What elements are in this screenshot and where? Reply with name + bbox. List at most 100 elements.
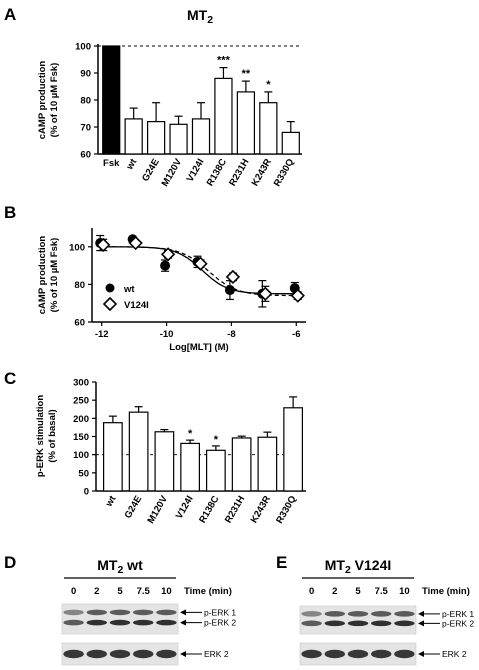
blot-e-band <box>370 620 392 627</box>
chart-b-legend-label-wt: wt <box>123 284 135 295</box>
chart-c-bar <box>128 411 149 492</box>
blot-d-band <box>63 609 84 616</box>
chart-c-y-tick-label: 100 <box>73 450 89 461</box>
chart-b-point-v124i <box>160 247 176 262</box>
chart-b-y-tick-label: 100 <box>69 242 85 253</box>
blot-e-arrowhead <box>418 610 424 617</box>
chart-a-y-tick-label: 70 <box>80 123 91 134</box>
chart-a-ylabel: cAMP production (% of 10 µM Fsk) <box>37 61 60 140</box>
chart-c-y-tick-label: 150 <box>73 432 89 443</box>
chart-a-significance: * <box>266 79 271 91</box>
blot-d-time-label: 7.5 <box>137 586 151 597</box>
blot-e-band <box>301 649 322 659</box>
chart-b-x-tick-label: -8 <box>227 329 235 340</box>
chart-c-bar <box>283 407 303 492</box>
chart-b-legend-marker-wt <box>105 283 115 293</box>
chart-c-x-tick-label: V124I <box>174 494 196 521</box>
chart-a-x-tick-label: G24E <box>140 157 162 184</box>
chart-b-y-tick-label: 60 <box>74 318 85 329</box>
chart-a-bar <box>259 102 278 155</box>
chart-a-bar <box>214 77 233 155</box>
blot-d-band <box>132 649 154 659</box>
chart-c-ylabel: p-ERK stimulation (% of basal) <box>35 395 58 478</box>
blot-d-band <box>132 609 154 616</box>
chart-a-y-tick-label: 100 <box>75 42 91 53</box>
blot-d-arrowhead <box>180 619 186 626</box>
blot-d-band <box>63 649 84 659</box>
blot-e-time-label: 2 <box>332 586 337 597</box>
blot-e-band-label: p-ERK 1 <box>442 609 474 619</box>
blot-e-time-label: 0 <box>309 586 314 597</box>
chart-c-y-tick-label: 0 <box>84 487 89 498</box>
blot-d-time-label: 2 <box>94 586 99 597</box>
blot-e-time-axis-label: Time (min) <box>422 586 470 597</box>
blot-d-band <box>156 649 177 659</box>
panel-letter-c: C <box>4 369 16 388</box>
panel-letter-d: D <box>4 553 16 572</box>
chart-a-significance: ** <box>242 68 251 80</box>
blot-e-title: MT2 V124I <box>325 557 392 576</box>
chart-a-y-tick-label: 80 <box>80 96 91 107</box>
panel-letter-a: A <box>4 5 16 24</box>
blot-e-band <box>347 620 369 627</box>
blot-d-band-label: p-ERK 1 <box>204 607 236 617</box>
chart-c-y-tick-label: 250 <box>73 396 89 407</box>
chart-b-y-tick-label: 80 <box>74 280 85 291</box>
blot-e-band <box>324 620 346 627</box>
chart-c-x-tick-label: R231H <box>223 494 247 525</box>
blot-e-band-label: ERK 2 <box>442 649 467 659</box>
blot-d-arrowhead <box>180 609 186 616</box>
chart-b-point-v124i <box>128 235 143 251</box>
blot-d-time-label: 5 <box>117 586 123 597</box>
chart-b-xlabel: Log[MLT] (M) <box>169 342 228 353</box>
y-axis-label-line: cAMP production <box>37 236 48 315</box>
blot-e-band <box>324 649 346 659</box>
blot-d-band <box>156 609 177 616</box>
chart-c-x-tick-label: R330Q <box>274 494 299 526</box>
chart-a-x-tick-label: M120V <box>160 156 185 188</box>
chart-c-bar <box>231 437 252 492</box>
chart-c-bar <box>206 449 226 492</box>
chart-c-y-tick-label: 50 <box>78 468 89 479</box>
y-axis-label-line: p-ERK stimulation <box>35 395 46 478</box>
blot-e-band <box>347 649 369 659</box>
chart-a-y-tick-label: 60 <box>80 150 91 161</box>
chart-a-x-tick-label: Fsk <box>103 158 120 169</box>
chart-b-ylabel: cAMP production (% of 10 µM Fsk) <box>37 236 60 315</box>
blot-e-band <box>324 611 346 617</box>
blot-d-band-label: p-ERK 2 <box>204 618 236 628</box>
blot-d-band <box>109 649 131 659</box>
chart-c-x-tick-label: wt <box>103 493 119 509</box>
blot-e-band <box>394 611 415 617</box>
blot-e-band-label: p-ERK 2 <box>442 618 474 628</box>
blot-d-title: MT2 wt <box>97 557 143 576</box>
chart-c-bar <box>257 436 278 492</box>
blot-d-band <box>109 619 131 626</box>
chart-c-bar <box>180 442 200 492</box>
chart-c-x-tick-label: R138C <box>197 494 221 525</box>
chart-c-bar <box>154 431 175 492</box>
chart-a-y-tick-label: 90 <box>80 69 91 80</box>
chart-a-x-tick-label: R231H <box>227 157 251 188</box>
chart-c-x-tick-label: K243R <box>249 494 273 525</box>
chart-a-x-tick-label: R138C <box>205 157 229 188</box>
chart-b-point-v124i <box>290 288 305 303</box>
chart-a-bar <box>236 91 256 155</box>
chart-b-point-v124i <box>193 256 208 271</box>
chart-c-y-tick-label: 300 <box>73 378 89 389</box>
chart-a-x-tick-label: V124I <box>185 157 207 184</box>
blot-d-band <box>86 609 108 616</box>
chart-a-x-tick-label: R330Q <box>272 157 297 189</box>
chart-b-x-tick-label: -6 <box>292 329 300 340</box>
blot-e-band <box>370 611 392 617</box>
blot-e-band <box>301 611 322 617</box>
blot-d-time-label: 0 <box>71 586 76 597</box>
blot-e-band <box>301 620 322 627</box>
chart-a-title: MT2 <box>187 7 213 26</box>
chart-a-bar <box>169 123 188 155</box>
blot-d-membrane <box>61 603 179 635</box>
blot-e-band <box>394 649 415 659</box>
chart-a-bar <box>146 120 166 155</box>
chart-b-point-wt <box>160 260 171 271</box>
